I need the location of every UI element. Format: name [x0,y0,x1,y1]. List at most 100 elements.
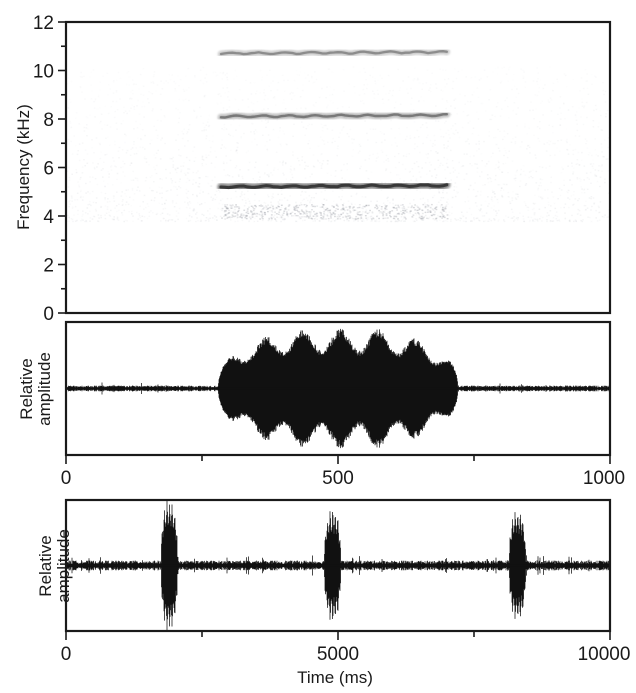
noise-speck [260,70,262,71]
noise-speck [420,217,422,220]
noise-speck [123,112,125,114]
noise-speck [73,135,76,137]
noise-speck [443,144,445,146]
noise-speck [353,86,356,88]
noise-speck [275,104,277,106]
noise-speck [401,163,404,166]
noise-speck [312,215,315,217]
noise-speck [184,98,187,101]
harmonic-3 [219,50,448,56]
noise-speck [478,79,481,81]
noise-speck [267,120,270,122]
noise-speck [272,128,275,131]
noise-speck [386,197,389,199]
noise-speck [357,152,360,154]
noise-speck [384,209,386,211]
noise-speck [219,191,221,193]
noise-speck [416,145,419,148]
noise-speck [483,69,486,71]
noise-speck [324,189,326,192]
noise-speck [300,209,303,211]
noise-speck [394,142,397,144]
noise-speck [411,168,414,170]
noise-speck [466,115,468,117]
noise-speck [358,143,361,146]
noise-speck [564,118,566,120]
noise-speck [481,171,483,173]
noise-speck [109,200,111,203]
noise-speck [90,72,92,73]
noise-speck [320,214,322,216]
noise-speck [458,161,460,164]
noise-speck [231,214,234,216]
noise-speck [464,201,466,203]
noise-speck [454,123,457,125]
noise-speck [568,220,571,222]
noise-speck [507,81,509,82]
noise-speck [240,136,243,138]
noise-speck [376,89,379,92]
noise-speck [99,143,101,146]
noise-speck [82,213,84,216]
noise-speck [77,209,79,212]
noise-speck [136,179,139,182]
noise-speck [224,213,227,216]
noise-speck [447,145,449,147]
noise-speck [485,212,488,214]
noise-speck [194,75,196,77]
noise-speck [286,213,289,215]
noise-speck [203,128,206,131]
noise-speck [150,210,152,212]
noise-speck [488,218,491,220]
waveform-short-x-ticks: 0 500 1000 [61,455,625,489]
noise-speck [66,220,68,223]
noise-speck [232,136,234,137]
noise-speck [527,209,530,211]
noise-speck [204,77,206,79]
noise-speck [275,219,277,221]
noise-speck [105,106,107,107]
noise-speck [421,218,424,220]
noise-speck [376,220,378,223]
noise-speck [185,206,188,209]
noise-speck [467,200,470,202]
noise-speck [532,169,534,171]
noise-speck [187,67,190,70]
noise-speck [341,204,344,206]
noise-speck [566,149,569,151]
noise-speck [349,216,352,218]
noise-speck [582,87,585,90]
noise-speck [371,211,374,213]
noise-speck [307,165,309,167]
noise-speck [552,217,555,219]
noise-speck [403,220,405,222]
noise-speck [523,71,525,73]
noise-speck [359,218,362,221]
noise-speck [476,150,478,152]
noise-speck [75,145,77,146]
noise-speck [187,168,189,170]
noise-speck [141,215,144,217]
noise-speck [304,168,306,170]
noise-speck [327,209,330,212]
noise-speck [396,209,398,211]
noise-speck [413,136,416,139]
noise-speck [326,213,329,216]
noise-speck [533,214,536,216]
noise-speck [431,214,433,217]
noise-speck [365,217,368,219]
noise-speck [325,218,327,220]
noise-speck [381,212,383,214]
noise-speck [567,189,570,192]
noise-speck [108,176,110,178]
noise-speck [415,178,418,180]
noise-speck [592,126,595,128]
noise-speck [230,219,232,221]
noise-speck [516,125,518,127]
noise-speck [69,122,72,124]
noise-speck [305,108,307,110]
noise-speck [255,161,257,163]
noise-speck [327,68,330,70]
noise-speck [389,215,391,217]
noise-speck [144,148,146,150]
